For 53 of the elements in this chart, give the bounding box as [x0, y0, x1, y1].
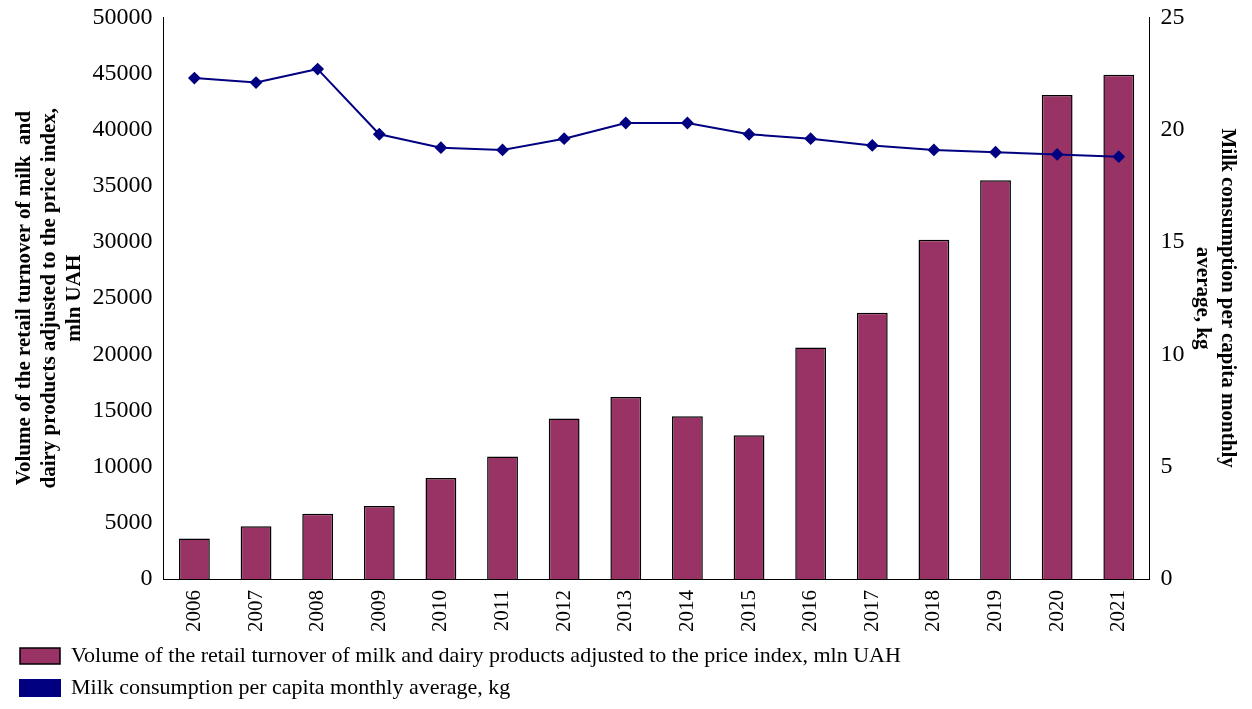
point	[1112, 150, 1125, 163]
y-tick-label: 40000	[92, 115, 153, 142]
legend-label: Volume of the retail turnover of milk and dairy products adjusted to the price index, mln UAH	[71, 641, 902, 667]
y2-tick-label: 10	[1160, 339, 1185, 366]
y2-tick-label: 15	[1160, 227, 1185, 254]
point	[496, 143, 509, 156]
x-tick-label: 2016	[797, 590, 822, 632]
x-tick-label: 2020	[1043, 590, 1068, 632]
y-tick-label: 0	[140, 564, 153, 591]
y-tick-label: 10000	[92, 451, 153, 478]
x-tick-label: 2006	[180, 590, 205, 632]
x-tick-label: 2012	[550, 590, 575, 632]
y-tick-label: 50000	[92, 2, 153, 29]
point	[373, 128, 386, 141]
point	[250, 76, 263, 89]
y-tick-label: 25000	[92, 283, 153, 310]
y-tick-label: 30000	[92, 227, 153, 254]
x-tick-label: 2008	[304, 590, 329, 632]
point	[989, 146, 1002, 159]
x-tick-label: 2021	[1105, 590, 1130, 632]
x-tick-label: 2009	[365, 590, 390, 632]
x-tick-label: 2018	[920, 590, 945, 632]
y2-tick-label: 25	[1160, 2, 1185, 29]
y-tick-label: 15000	[92, 395, 153, 422]
point	[434, 141, 447, 154]
x-tick-label: 2019	[982, 590, 1007, 632]
x-tick-label: 2013	[612, 590, 637, 632]
point	[866, 139, 879, 152]
y-tick-label: 5000	[104, 508, 153, 535]
point	[743, 128, 756, 141]
y2-tick-label: 0	[1160, 564, 1173, 591]
x-tick-label: 2010	[427, 590, 452, 632]
point	[1051, 148, 1064, 161]
point	[927, 143, 940, 156]
x-tick-label: 2007	[242, 590, 267, 632]
point	[804, 132, 817, 145]
point	[558, 132, 571, 145]
y2-tick-label: 20	[1160, 115, 1185, 142]
legend-label: Milk consumption per capita monthly average, kg	[71, 673, 511, 699]
y-tick-label: 45000	[92, 58, 153, 85]
x-tick-label: 2017	[858, 590, 883, 632]
y2-axis-title: Milk consumption per capita monthly average, kg	[1191, 128, 1241, 469]
y-tick-label: 35000	[92, 171, 153, 198]
x-tick-label: 2011	[489, 590, 514, 632]
y2-tick-label: 5	[1160, 451, 1173, 478]
y-tick-label: 20000	[92, 339, 153, 366]
point	[619, 116, 632, 129]
point	[681, 116, 694, 129]
x-tick-label: 2015	[735, 590, 760, 632]
y-axis-title: Volume of the retail turnover of milk and dairy products adjusted to the price index, mln UAH	[11, 107, 86, 489]
point	[188, 72, 201, 85]
x-tick-label: 2014	[673, 589, 698, 632]
point	[311, 63, 324, 76]
